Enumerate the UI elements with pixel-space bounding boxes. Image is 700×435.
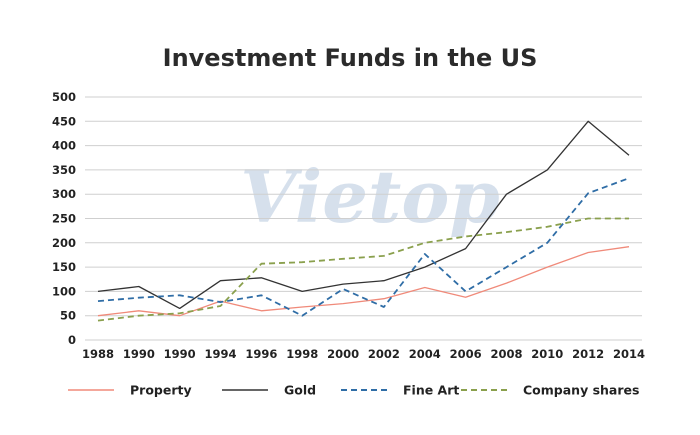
series-line-company-shares (97, 217, 629, 322)
x-tick-label: 2000 (327, 347, 359, 361)
y-tick-label: 250 (52, 212, 76, 226)
y-tick-label: 300 (52, 187, 76, 201)
y-tick-label: 500 (52, 90, 76, 104)
series-line-gold (97, 120, 630, 310)
y-tick-label: 50 (60, 309, 76, 323)
y-tick-label: 350 (52, 163, 76, 177)
x-tick-label: 1990 (164, 347, 196, 361)
x-tick-label: 2012 (572, 347, 604, 361)
series-line-property (97, 246, 630, 317)
y-tick-label: 100 (52, 284, 76, 298)
x-tick-label: 2004 (409, 347, 441, 361)
watermark-text: Vietop (240, 154, 499, 239)
legend-label: Property (130, 383, 192, 398)
x-tick-label: 1990 (123, 347, 155, 361)
x-tick-label: 2014 (613, 347, 645, 361)
legend-label: Fine Art (403, 383, 459, 398)
x-tick-label: 2006 (450, 347, 482, 361)
y-tick-label: 450 (52, 114, 76, 128)
x-tick-label: 1996 (245, 347, 277, 361)
x-tick-label: 1994 (205, 347, 237, 361)
legend-label: Gold (284, 383, 316, 398)
x-tick-label: 2008 (490, 347, 522, 361)
x-tick-label: 1998 (286, 347, 318, 361)
series-line-fine-art (97, 177, 630, 317)
x-tick-label: 2002 (368, 347, 400, 361)
y-tick-label: 0 (68, 333, 76, 347)
y-tick-label: 200 (52, 236, 76, 250)
x-tick-label: 2010 (531, 347, 563, 361)
y-tick-label: 150 (52, 260, 76, 274)
chart-title: Investment Funds in the US (162, 44, 538, 72)
y-tick-label: 400 (52, 139, 76, 153)
legend-label: Company shares (523, 383, 639, 398)
x-tick-label: 1988 (82, 347, 114, 361)
